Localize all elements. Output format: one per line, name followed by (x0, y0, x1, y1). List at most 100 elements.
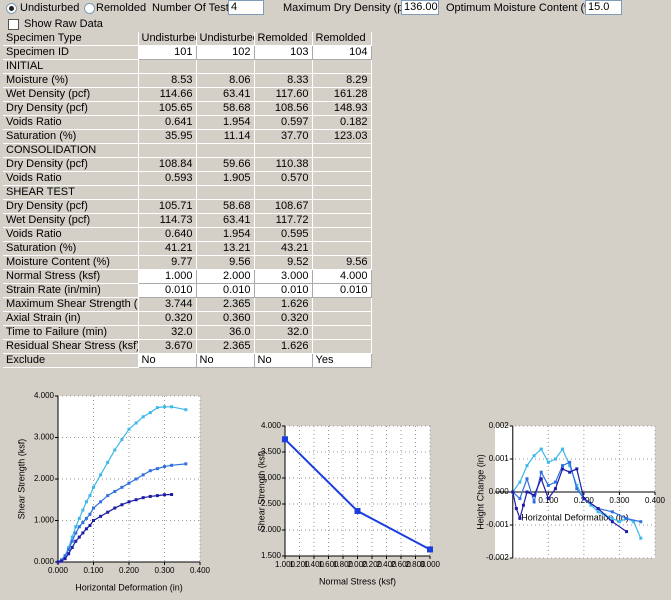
data-point (532, 454, 536, 458)
data-point (625, 516, 629, 520)
show-raw-data-checkbox[interactable] (8, 19, 19, 30)
data-point (84, 527, 88, 531)
data-point (561, 464, 565, 468)
table-cell (312, 143, 372, 158)
data-point (84, 516, 88, 520)
table-cell: 3.670 (138, 339, 197, 354)
table-cell[interactable]: 103 (254, 45, 313, 60)
data-point (81, 531, 85, 535)
table-cell[interactable]: 0.010 (138, 283, 197, 298)
data-point (518, 480, 522, 484)
row-label: Wet Density (pcf) (3, 213, 139, 228)
y-tick-label: 1.500 (261, 551, 282, 560)
table-cell: 117.72 (254, 213, 313, 228)
table-cell[interactable]: 101 (138, 45, 197, 60)
y-axis-title: Shear Strength (ksf) (16, 439, 26, 520)
data-point (127, 500, 131, 504)
table-cell (196, 185, 255, 200)
row-label: Saturation (%) (3, 129, 139, 144)
table-cell (312, 59, 372, 74)
table-cell: 114.66 (138, 87, 197, 102)
x-tick-label: 0.300 (154, 566, 175, 575)
table-cell[interactable]: 3.000 (254, 269, 313, 284)
table-cell[interactable]: 104 (312, 45, 372, 60)
series-line (512, 468, 627, 533)
table-cell: 63.41 (196, 87, 255, 102)
row-label: Dry Density (pcf) (3, 157, 139, 172)
table-cell: 37.70 (254, 129, 313, 144)
table-cell (312, 297, 372, 312)
y-tick-label: 0.000 (34, 557, 55, 566)
data-point (74, 531, 78, 535)
table-cell[interactable]: 4.000 (312, 269, 372, 284)
data-point (582, 497, 586, 501)
radio-remolded[interactable] (84, 3, 95, 14)
table-cell[interactable]: 0.010 (312, 283, 372, 298)
data-point (553, 457, 557, 461)
data-point (74, 525, 78, 529)
data-point (632, 520, 636, 524)
row-label: Dry Density (pcf) (3, 199, 139, 214)
data-point (70, 545, 74, 549)
table-cell[interactable]: 102 (196, 45, 255, 60)
table-cell (312, 213, 372, 228)
data-point (539, 447, 543, 451)
table-cell[interactable]: No (196, 353, 255, 368)
table-row: Time to Failure (min) 32.0 36.0 32.0 (3, 325, 372, 340)
x-tick-label: 2.000 (347, 560, 368, 569)
table-cell: 9.77 (138, 255, 197, 270)
x-tick-label: 0.400 (645, 496, 666, 505)
table-row: Residual Shear Stress (ksf) 3.670 2.365 1.6… (3, 339, 372, 354)
data-point (610, 516, 614, 520)
optimum-moisture-input[interactable]: 15.0 (585, 0, 622, 15)
data-point (170, 463, 174, 467)
number-of-tests-input[interactable]: 4 (228, 0, 264, 15)
table-cell: 8.29 (312, 73, 372, 88)
table-cell[interactable]: 0.010 (254, 283, 313, 298)
table-cell: 8.53 (138, 73, 197, 88)
table-cell[interactable]: 2.000 (196, 269, 255, 284)
data-point (539, 470, 543, 474)
table-cell: 0.641 (138, 115, 197, 130)
data-point (518, 497, 522, 501)
row-label: Wet Density (pcf) (3, 87, 139, 102)
data-point (625, 530, 629, 534)
data-point (84, 500, 88, 504)
y-tick-label: 0.001 (489, 454, 510, 463)
data-point (148, 469, 152, 473)
table-cell: 1.905 (196, 171, 255, 186)
field-label: Optimum Moisture Content (%): (446, 2, 601, 14)
table-cell[interactable]: No (254, 353, 313, 368)
table-row: Specimen ID 101 102 103 104 (3, 45, 372, 60)
table-cell: 58.68 (196, 101, 255, 116)
table-row: Maximum Shear Strength (ksf)3.7442.3651.… (3, 297, 372, 312)
table-cell (196, 59, 255, 74)
data-point (56, 560, 60, 564)
row-label: Saturation (%) (3, 241, 139, 256)
table-cell: 3.744 (138, 297, 197, 312)
table-cell: 8.33 (254, 73, 313, 88)
table-row: Moisture Content (%) 9.77 9.56 9.52 9.56 (3, 255, 372, 270)
table-cell[interactable]: 0.010 (196, 283, 255, 298)
x-tick-label: 0.200 (119, 566, 140, 575)
data-point (60, 559, 64, 563)
x-tick-label: 1.200 (289, 560, 310, 569)
max-dry-density-input[interactable]: 136.00 (401, 0, 439, 15)
table-cell: 8.06 (196, 73, 255, 88)
table-cell: 13.21 (196, 241, 255, 256)
table-cell[interactable]: No (138, 353, 197, 368)
section-header: CONSOLIDATION (3, 143, 139, 158)
y-axis-title: Shear Strength (ksf) (256, 451, 266, 532)
table-cell: 0.595 (254, 227, 313, 242)
table-cell: 32.0 (254, 325, 313, 340)
table-cell[interactable]: 1.000 (138, 269, 197, 284)
table-cell (312, 339, 372, 354)
table-cell: 11.14 (196, 129, 255, 144)
table-cell: 9.52 (254, 255, 313, 270)
data-point (639, 520, 643, 524)
data-point (568, 464, 572, 468)
table-cell[interactable]: Yes (312, 353, 372, 368)
radio-undisturbed[interactable] (6, 3, 17, 14)
data-point (70, 539, 74, 543)
